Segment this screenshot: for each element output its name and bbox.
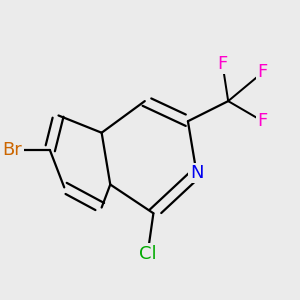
Text: N: N <box>190 164 203 182</box>
Text: Br: Br <box>3 141 22 159</box>
Text: Cl: Cl <box>139 244 157 262</box>
Text: F: F <box>258 63 268 81</box>
Text: F: F <box>217 55 228 73</box>
Text: F: F <box>258 112 268 130</box>
